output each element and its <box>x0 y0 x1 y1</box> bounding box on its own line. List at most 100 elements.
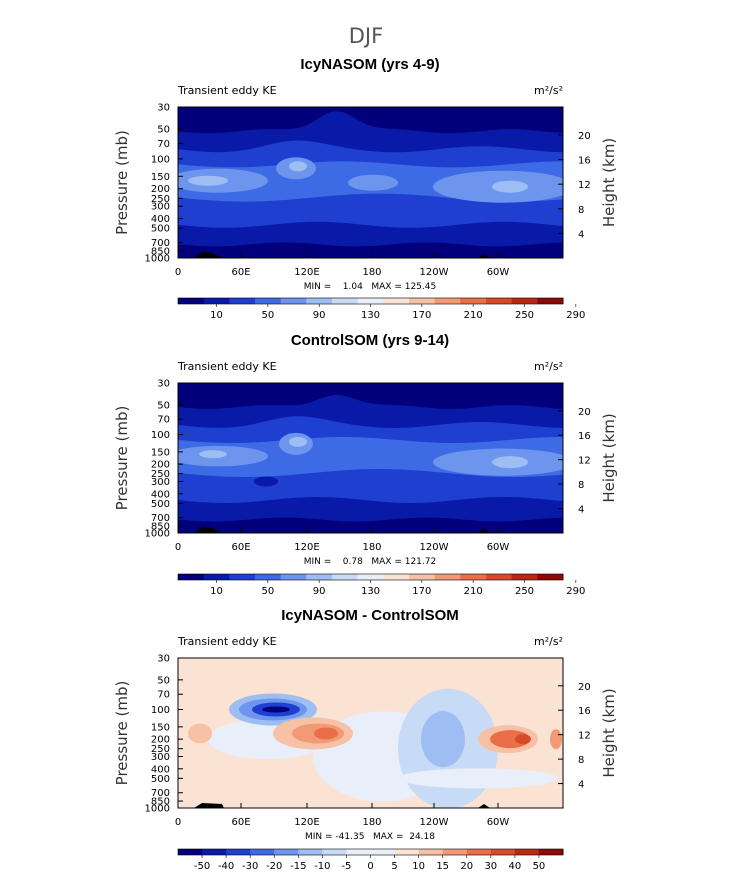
pressure-tick-label: 50 <box>157 675 170 686</box>
pressure-tick-label: 300 <box>151 477 170 488</box>
pressure-tick-label: 70 <box>157 139 170 150</box>
height-tick-label: 8 <box>578 480 584 491</box>
pressure-tick-label: 700 <box>151 788 170 799</box>
pressure-tick-label: 30 <box>157 654 170 665</box>
panel-left-label: Transient eddy KE <box>177 635 277 648</box>
plot-field <box>178 383 563 533</box>
units-label: m²/s² <box>534 360 563 373</box>
pressure-tick-label: 250 <box>151 744 170 755</box>
colorbar-swatch <box>306 574 333 580</box>
x-tick-label: 60W <box>487 267 510 278</box>
colorbar-label: 10 <box>210 586 223 597</box>
colorbar-swatch <box>537 298 564 304</box>
x-tick-label: 120W <box>420 267 449 278</box>
plot-field <box>178 658 563 808</box>
pressure-tick-label: 100 <box>151 154 170 165</box>
colorbar-label: -5 <box>341 861 351 872</box>
chart-panel-2: ControlSOM (yrs 9-14) Transient eddy KE m²… <box>113 332 618 597</box>
colorbar-label: 290 <box>566 310 585 321</box>
topography-tibet <box>194 252 222 258</box>
plot-frame <box>177 382 564 534</box>
topography-rockies <box>478 254 490 258</box>
colorbar-swatch <box>538 849 564 855</box>
x-tick-label: 60E <box>231 542 250 553</box>
height-tick-label: 4 <box>578 780 584 791</box>
colorbar-label: 20 <box>460 861 473 872</box>
pressure-tick-label: 70 <box>157 415 170 426</box>
height-tick-label: 8 <box>578 205 584 216</box>
colorbar-swatch <box>202 849 227 855</box>
colorbar-swatch <box>460 574 487 580</box>
colorbar-label: 290 <box>566 586 585 597</box>
colorbar-swatch <box>357 574 384 580</box>
diff-region-120e-min <box>262 706 290 713</box>
diff-region-east-edge <box>550 729 562 750</box>
height-tick-label: 16 <box>578 156 591 167</box>
figure-suptitle: DJF <box>349 24 383 48</box>
colorbar-swatch <box>255 574 282 580</box>
colorbar-swatch <box>409 298 436 304</box>
colorbar-label: 50 <box>261 310 274 321</box>
jet-core-120e-inner <box>289 161 307 172</box>
colorbar-swatch <box>511 298 538 304</box>
min-max-stats: MIN = 1.04 MAX = 125.45 <box>304 282 436 292</box>
colorbar-label: 90 <box>313 586 326 597</box>
colorbar-label: 15 <box>436 861 449 872</box>
panel-left-label: Transient eddy KE <box>177 360 277 373</box>
x-tick-label: 60E <box>231 267 250 278</box>
pressure-tick-label: 200 <box>151 184 170 195</box>
colorbar-label: 250 <box>515 310 534 321</box>
pressure-tick-label: 50 <box>157 400 170 411</box>
field-band-surface <box>178 242 563 258</box>
colorbar-swatch <box>370 849 396 855</box>
pressure-tick-label: 1000 <box>145 804 170 815</box>
colorbar-swatch <box>486 574 513 580</box>
colorbar-label: -15 <box>290 861 306 872</box>
jet-core-west-inner <box>188 175 228 186</box>
diff-region-dateline-core <box>314 727 338 740</box>
colorbar-swatch <box>255 298 282 304</box>
colorbar-swatch <box>322 849 347 855</box>
right-axis-title: Height (km) <box>600 688 618 777</box>
jet-core-dateline <box>348 174 398 191</box>
x-tick-label: 60W <box>487 542 510 553</box>
pressure-tick-label: 250 <box>151 194 170 205</box>
right-axis-title: Height (km) <box>600 138 618 227</box>
colorbar-swatch <box>332 298 359 304</box>
colorbar-label: -40 <box>218 861 234 872</box>
height-tick-label: 12 <box>578 456 591 467</box>
panel-left-label: Transient eddy KE <box>177 84 277 97</box>
colorbar-swatch <box>274 849 299 855</box>
diff-region-lower <box>398 768 558 789</box>
colorbar-label: 40 <box>509 861 522 872</box>
height-tick-label: 4 <box>578 229 584 240</box>
topography-rockies <box>478 529 490 533</box>
colorbar-label: -50 <box>194 861 210 872</box>
colorbar-label: -10 <box>314 861 330 872</box>
pressure-tick-label: 100 <box>151 430 170 441</box>
colorbar-swatch <box>298 849 323 855</box>
colorbar-swatch <box>466 849 492 855</box>
x-tick-label: 0 <box>175 267 181 278</box>
colorbar-swatch <box>332 574 359 580</box>
colorbar-swatch <box>229 574 256 580</box>
plot-frame <box>177 657 564 809</box>
colorbar-swatch <box>178 574 205 580</box>
panel-title: ControlSOM (yrs 9-14) <box>291 332 449 349</box>
x-tick-label: 120E <box>294 267 319 278</box>
colorbar-swatch <box>203 298 230 304</box>
height-tick-label: 20 <box>578 407 591 418</box>
right-axis-title: Height (km) <box>600 413 618 502</box>
colorbar-swatch <box>418 849 444 855</box>
y-axis-title: Pressure (mb) <box>113 406 131 511</box>
min-max-stats: MIN = -41.35 MAX = 24.18 <box>305 832 435 842</box>
x-tick-label: 180 <box>362 542 381 553</box>
pressure-tick-label: 70 <box>157 690 170 701</box>
pressure-tick-label: 500 <box>151 224 170 235</box>
diff-region-east-pacific-core <box>421 711 465 768</box>
colorbar-label: 210 <box>464 586 483 597</box>
height-tick-label: 16 <box>578 706 591 717</box>
height-tick-label: 20 <box>578 682 591 693</box>
pressure-tick-label: 400 <box>151 214 170 225</box>
